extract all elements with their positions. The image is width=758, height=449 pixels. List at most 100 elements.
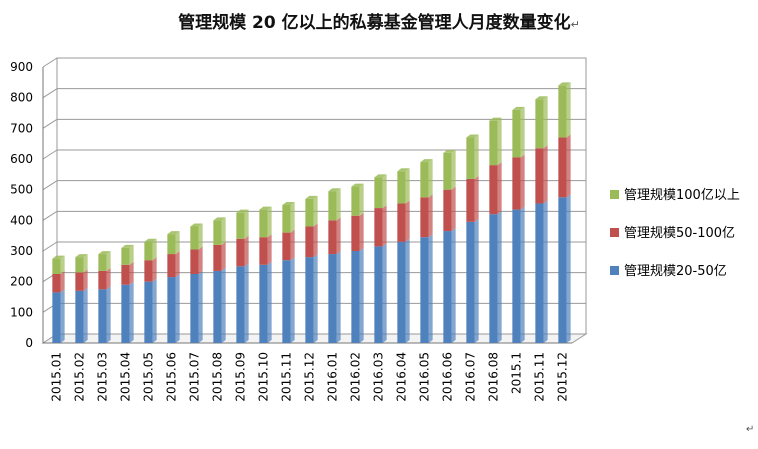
bar-segment-side xyxy=(382,243,387,343)
x-tick-label: 2016.03 xyxy=(372,352,386,402)
bar-segment-front xyxy=(420,162,429,198)
bar-segment-side xyxy=(474,175,479,222)
x-tick-label: 2015.01 xyxy=(50,352,64,402)
bar-segment-front xyxy=(236,238,245,267)
x-tick-label: 2015.03 xyxy=(96,352,110,402)
bar-segment xyxy=(190,246,203,274)
gridline-side xyxy=(42,57,58,68)
bar-segment-side xyxy=(428,159,433,198)
bar-segment-front xyxy=(98,270,107,290)
bar-segment-side xyxy=(497,117,502,166)
bar-segment-top xyxy=(489,117,502,121)
bar-segment-front xyxy=(466,178,475,222)
bar-segment xyxy=(190,271,203,343)
bar-segment-side xyxy=(106,251,111,271)
bar-segment-front xyxy=(282,205,291,233)
x-tick-label: 2015.05 xyxy=(142,352,156,402)
x-tick-label: 2015.12 xyxy=(556,352,570,402)
bar-segment-front xyxy=(420,237,429,343)
bar-segment-side xyxy=(566,194,571,343)
bar-segment-top xyxy=(305,195,318,199)
bar-segment xyxy=(305,223,318,258)
bar-segment xyxy=(236,235,249,267)
bar-segment xyxy=(75,269,88,291)
bar-segment xyxy=(121,244,134,265)
bar-segment-front xyxy=(466,137,475,179)
x-tick-label: 2016.06 xyxy=(441,352,455,402)
bar-segment-side xyxy=(221,241,226,271)
bar-segment-side xyxy=(359,183,364,216)
bar-segment-top xyxy=(121,244,134,248)
bar-segment-front xyxy=(397,241,406,343)
legend-swatch xyxy=(610,266,619,275)
label-layer: 2015.01 2015.02 2015.03 2015.04 2015.05 2015.… xyxy=(50,352,570,402)
bar-segment xyxy=(121,261,134,285)
bar-segment-side xyxy=(290,257,295,343)
bar-segment-top xyxy=(558,82,571,86)
bar-segment xyxy=(236,263,249,343)
y-tick-label: 500 xyxy=(10,183,33,197)
bar-segment-side xyxy=(244,235,249,267)
bar-segment-top xyxy=(190,223,203,227)
bar-segment-front xyxy=(144,281,153,343)
bar-segment-top xyxy=(328,188,341,192)
bar-segment xyxy=(75,254,88,273)
bar-segment xyxy=(259,234,272,265)
bar-segment-side xyxy=(474,134,479,179)
gridline-side xyxy=(42,88,58,99)
bar-segment-front xyxy=(236,266,245,343)
bar-segment-side xyxy=(474,218,479,343)
bar-segment-side xyxy=(543,145,548,204)
bar-segment-front xyxy=(535,99,544,149)
bar-segment-front xyxy=(558,137,567,198)
bar-segment-side xyxy=(336,217,341,255)
bar-segment-front xyxy=(167,234,176,255)
bar-segment-front xyxy=(144,241,153,261)
y-tick-label: 700 xyxy=(10,121,33,135)
x-tick-label: 2016.02 xyxy=(349,352,363,402)
bar-segment xyxy=(328,217,341,255)
x-tick-label: 2015.02 xyxy=(73,352,87,402)
bar-segment-front xyxy=(374,246,383,343)
bar-segment xyxy=(420,159,433,198)
bar-segment-side xyxy=(382,205,387,247)
bar-segment-front xyxy=(98,254,107,271)
x-tick-label: 2015.09 xyxy=(234,352,248,402)
bar-segment-side xyxy=(451,186,456,232)
bar-segment-side xyxy=(129,281,134,343)
bar-segment xyxy=(466,134,479,179)
bar-segment-side xyxy=(520,106,525,158)
bar-segment-front xyxy=(121,264,130,285)
bar-segment xyxy=(374,174,387,209)
bar-segment xyxy=(213,267,226,343)
bar-segment xyxy=(397,168,410,204)
bar-segment-front xyxy=(328,191,337,221)
bar-segment xyxy=(144,257,157,282)
x-tick-label: 2016.07 xyxy=(464,352,478,402)
bar-segment xyxy=(397,200,410,242)
bar-segment-front xyxy=(443,231,452,343)
bar-segment-top xyxy=(259,206,272,210)
bar-segment xyxy=(489,117,502,166)
y-tick-label: 0 xyxy=(25,336,33,350)
bar-segment xyxy=(98,286,111,343)
bar-segment-side xyxy=(152,257,157,282)
x-tick-label: 2016.08 xyxy=(487,352,501,402)
legend-swatch xyxy=(610,190,619,199)
bar-segment-front xyxy=(489,214,498,343)
bar-segment-side xyxy=(290,202,295,233)
bar-segment-front xyxy=(512,157,521,210)
legend-swatch xyxy=(610,228,619,237)
bar-segment-front xyxy=(213,270,222,343)
bar-segment-side xyxy=(428,194,433,238)
bar-segment-side xyxy=(520,154,525,210)
bar-segment xyxy=(466,218,479,343)
bar-segment-side xyxy=(451,149,456,190)
bar-segment-front xyxy=(282,260,291,343)
legend-label: 管理规模50-100亿 xyxy=(624,226,735,241)
x-tick-label: 2016.04 xyxy=(395,352,409,402)
bar-segment-side xyxy=(405,168,410,204)
x-tick-label: 2015.1 xyxy=(510,352,524,394)
bar-segment xyxy=(167,251,180,278)
